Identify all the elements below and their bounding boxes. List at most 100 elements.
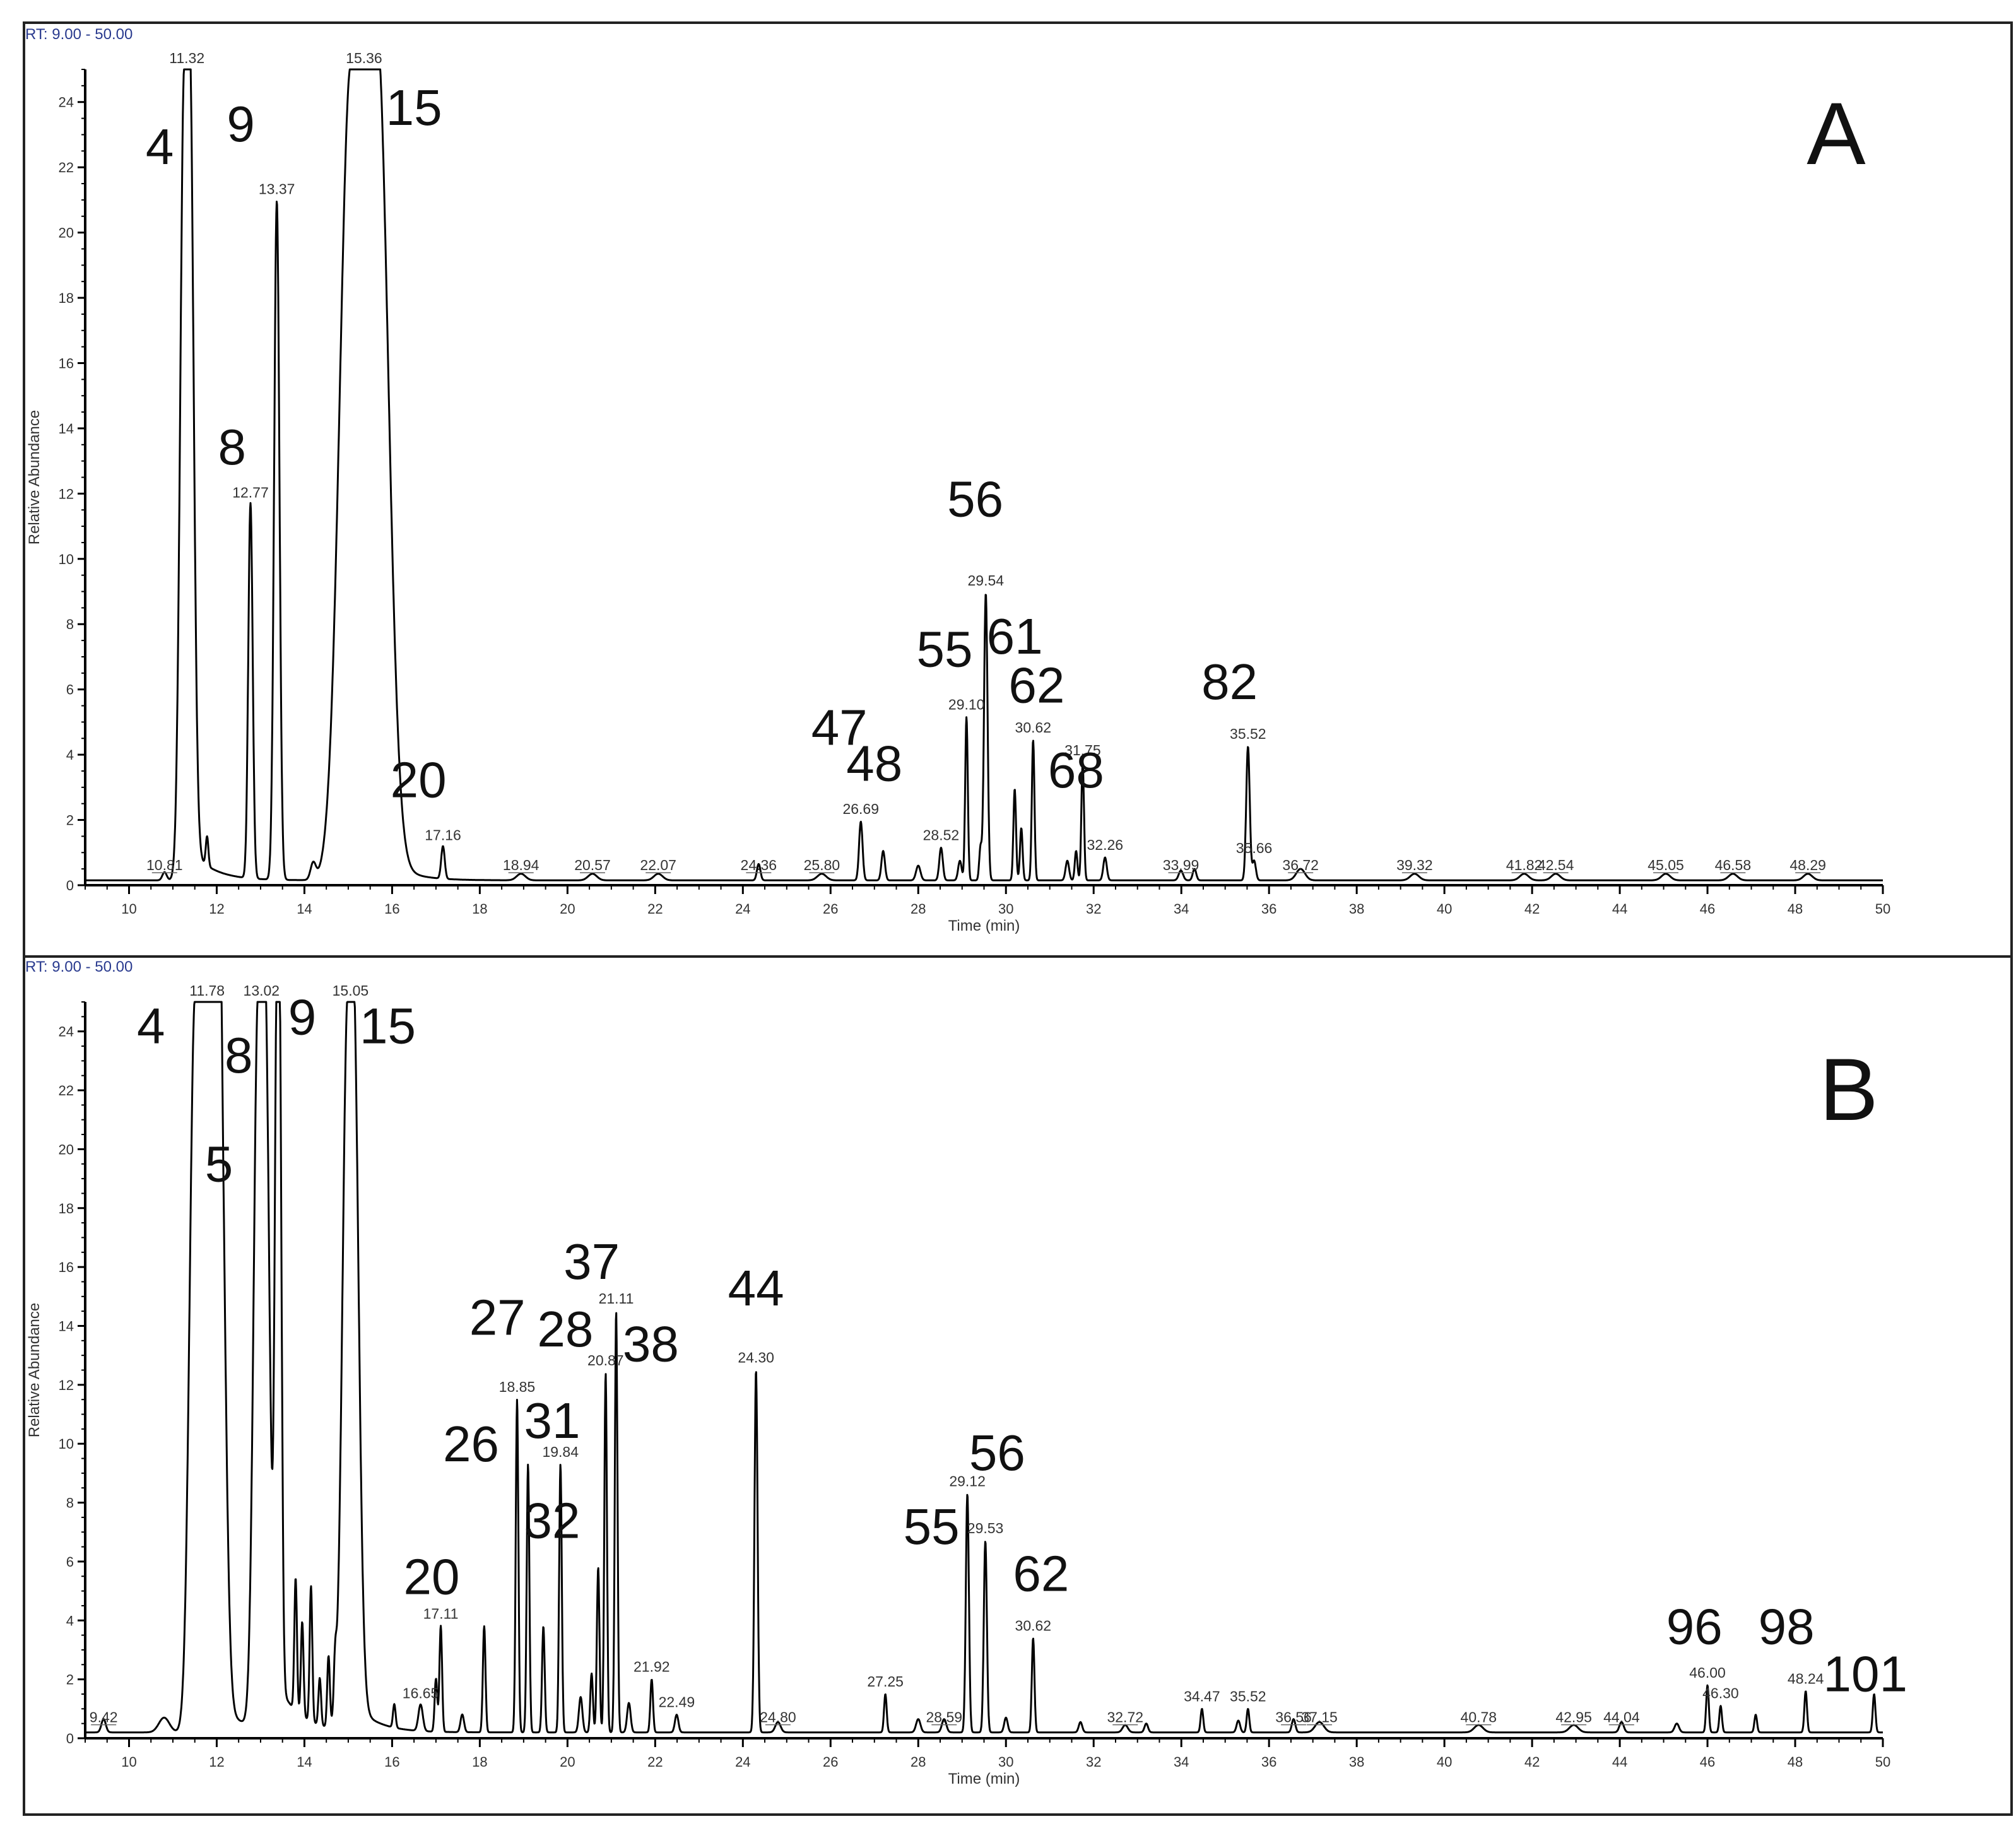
- x-tick-label: 38: [1349, 901, 1364, 917]
- y-tick-label: 6: [66, 1554, 74, 1570]
- y-tick-label: 4: [66, 1613, 74, 1628]
- peak-rt-label: 33.99: [1163, 857, 1200, 873]
- x-tick-label: 14: [297, 901, 312, 917]
- y-tick-label: 0: [66, 1731, 74, 1746]
- peak-rt-label: 21.92: [634, 1659, 670, 1675]
- y-tick-label: 10: [59, 1436, 74, 1452]
- compound-number-label: 62: [1008, 657, 1064, 713]
- x-tick-label: 44: [1612, 1754, 1627, 1770]
- x-tick-label: 50: [1875, 1754, 1890, 1770]
- peak-rt-label: 17.16: [425, 827, 461, 844]
- peak-rt-label: 48.24: [1788, 1670, 1824, 1687]
- y-tick-label: 20: [59, 1141, 74, 1157]
- compound-number-label: 15: [360, 998, 416, 1054]
- chromatogram-trace: [85, 68, 1883, 881]
- compound-number-label: 31: [524, 1392, 581, 1449]
- compound-number-label: 62: [1013, 1546, 1069, 1602]
- x-tick-label: 40: [1437, 1754, 1452, 1770]
- compound-number-label: 101: [1823, 1646, 1907, 1702]
- x-tick-label: 30: [998, 901, 1013, 917]
- compound-number-label: 55: [916, 621, 972, 677]
- peak-rt-label: 19.84: [542, 1444, 579, 1460]
- peak-rt-label: 44.04: [1603, 1709, 1640, 1726]
- compound-number-label: 9: [227, 96, 255, 152]
- x-tick-label: 12: [209, 901, 224, 917]
- compound-number-label: 20: [403, 1548, 459, 1604]
- y-tick-label: 6: [66, 682, 74, 698]
- peak-rt-label: 9.42: [90, 1709, 118, 1726]
- y-tick-label: 22: [59, 160, 74, 175]
- compound-number-label: 8: [225, 1027, 253, 1083]
- peak-rt-label: 11.32: [169, 50, 204, 66]
- x-tick-label: 24: [735, 901, 750, 917]
- compound-number-label: 56: [947, 471, 1003, 527]
- x-tick-label: 20: [560, 1754, 575, 1770]
- compound-number-label: 4: [146, 119, 174, 175]
- peak-rt-label: 39.32: [1396, 857, 1433, 873]
- peak-rt-label: 12.77: [232, 484, 269, 500]
- x-tick-label: 22: [647, 901, 663, 917]
- peak-rt-label: 32.72: [1107, 1709, 1143, 1726]
- x-tick-label: 34: [1174, 1754, 1189, 1770]
- x-tick-label: 34: [1174, 901, 1189, 917]
- peak-rt-label: 24.80: [760, 1709, 796, 1726]
- x-tick-label: 42: [1524, 901, 1540, 917]
- x-tick-label: 32: [1086, 1754, 1101, 1770]
- compound-number-label: 20: [391, 751, 447, 808]
- x-tick-label: 46: [1700, 901, 1715, 917]
- y-tick-label: 2: [66, 1672, 74, 1688]
- peak-rt-label: 22.49: [659, 1694, 695, 1710]
- peak-rt-label: 46.00: [1689, 1664, 1726, 1681]
- y-tick-label: 18: [59, 1201, 74, 1216]
- peak-rt-label: 30.62: [1015, 719, 1052, 736]
- peak-rt-label: 31.75: [1064, 742, 1101, 758]
- peak-rt-label: 29.53: [967, 1520, 1004, 1536]
- x-axis-label: Time (min): [948, 917, 1020, 934]
- peak-rt-label: 20.57: [574, 857, 611, 873]
- peak-rt-label: 46.58: [1715, 857, 1752, 873]
- x-tick-label: 40: [1437, 901, 1452, 917]
- x-tick-label: 50: [1875, 901, 1890, 917]
- compound-number-label: 8: [218, 419, 247, 475]
- peak-rt-label: 46.30: [1702, 1685, 1739, 1702]
- y-axis-label: Relative Abundance: [26, 1303, 43, 1438]
- peak-rt-label: 15.36: [346, 50, 382, 66]
- peak-rt-label: 13.37: [259, 180, 295, 197]
- x-tick-label: 22: [647, 1754, 663, 1770]
- y-tick-label: 16: [59, 355, 74, 371]
- peak-rt-label: 41.82: [1506, 857, 1543, 873]
- y-tick-label: 24: [59, 95, 74, 110]
- x-tick-label: 38: [1349, 1754, 1364, 1770]
- peak-rt-label: 35.66: [1236, 840, 1273, 856]
- y-tick-label: 12: [59, 1377, 74, 1393]
- peak-rt-label: 16.65: [403, 1685, 439, 1702]
- compound-number-label: 28: [537, 1301, 593, 1357]
- x-axis-label: Time (min): [948, 1770, 1020, 1787]
- x-tick-label: 16: [384, 901, 399, 917]
- y-tick-label: 0: [66, 878, 74, 893]
- compound-number-label: 9: [288, 989, 317, 1045]
- peak-rt-label: 29.54: [967, 572, 1004, 589]
- compound-number-label: 98: [1759, 1599, 1815, 1655]
- y-tick-label: 18: [59, 290, 74, 306]
- peak-rt-label: 27.25: [867, 1673, 904, 1690]
- peak-rt-label: 35.52: [1230, 726, 1266, 742]
- x-tick-label: 36: [1261, 1754, 1276, 1770]
- peak-rt-label: 20.87: [587, 1352, 624, 1369]
- x-tick-label: 10: [121, 1754, 136, 1770]
- compound-number-label: 38: [623, 1316, 679, 1372]
- x-tick-label: 48: [1788, 901, 1803, 917]
- x-tick-label: 10: [121, 901, 136, 917]
- x-tick-label: 28: [911, 1754, 926, 1770]
- peak-rt-label: 21.11: [599, 1290, 634, 1307]
- peak-rt-label: 24.36: [741, 857, 777, 873]
- y-tick-label: 16: [59, 1259, 74, 1275]
- x-tick-label: 18: [472, 901, 487, 917]
- peak-rt-label: 36.56: [1275, 1709, 1312, 1726]
- peak-rt-label: 45.05: [1648, 857, 1684, 873]
- peak-rt-label: 32.26: [1087, 837, 1124, 853]
